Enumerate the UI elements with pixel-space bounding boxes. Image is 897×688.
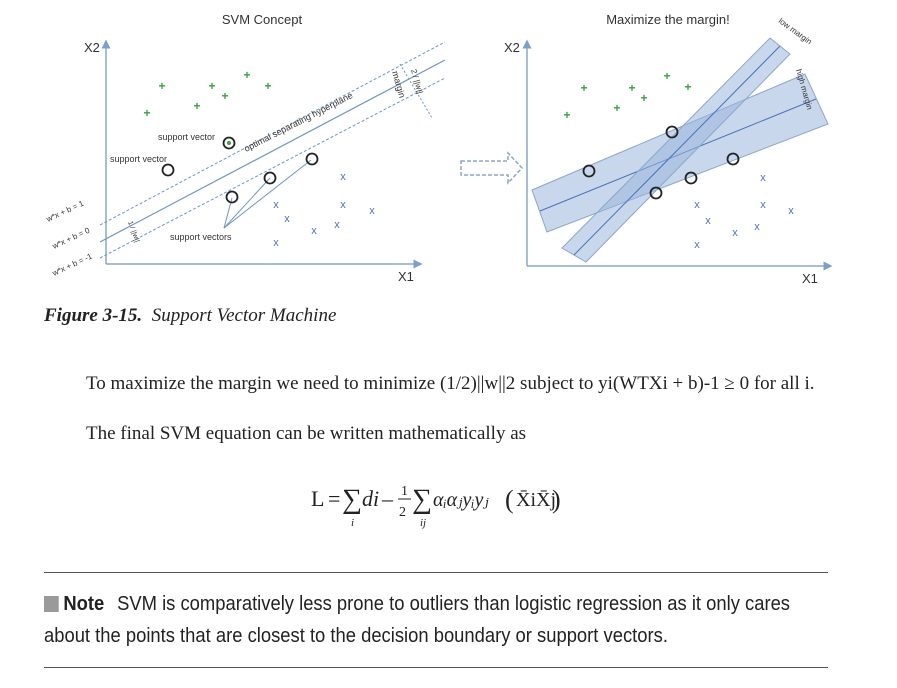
cross-points-right: x x x x x x x x	[694, 172, 794, 251]
left-panel: SVM Concept X2 X1 margin 2 / ||w|| w*x +…	[44, 12, 446, 284]
low-margin-line	[573, 45, 781, 256]
label-line-neg: w*x + b = -1	[50, 251, 94, 278]
support-vector-points	[161, 136, 319, 204]
transition-arrow	[460, 151, 524, 185]
support-vector-label-top: support vector	[158, 132, 215, 142]
label-line-zero: w*x + b = 0	[50, 226, 91, 252]
eq-paren-open: (	[505, 485, 514, 514]
support-vector-points-right	[582, 125, 740, 200]
plus-point: +	[580, 81, 587, 95]
paragraph-equation-intro: The final SVM equation can be written ma…	[86, 423, 527, 444]
plus-point: +	[264, 79, 271, 93]
eq-paren-close: )	[552, 485, 561, 514]
line-hyperplane	[99, 59, 446, 243]
pointer-line	[223, 159, 312, 229]
eq-term1: di	[362, 486, 379, 511]
figure-title: Support Vector Machine	[151, 305, 337, 326]
note-top-rule	[44, 572, 828, 573]
note-box: Note SVM is comparatively less prone to o…	[44, 588, 835, 652]
plus-point: +	[663, 69, 670, 83]
line-lower-margin	[99, 77, 446, 259]
support-vector-point	[161, 163, 175, 177]
right-panel: Maximize the margin! X2 X1 low margin hi…	[504, 12, 833, 286]
svm-figure: SVM Concept X2 X1 margin 2 / ||w|| w*x +…	[44, 12, 833, 286]
plus-point: +	[143, 106, 150, 120]
plus-points: + + + + + + +	[143, 68, 271, 120]
note-label: Note	[63, 593, 105, 615]
note-square-icon	[44, 596, 59, 612]
support-vector-point	[726, 152, 740, 166]
right-x-axis-label: X1	[802, 271, 818, 286]
eq-frac-num: 1	[401, 484, 408, 499]
plus-point: +	[193, 99, 200, 113]
plus-point: +	[243, 68, 250, 82]
margin-label: margin	[390, 70, 407, 99]
plus-point: +	[158, 79, 165, 93]
svm-equation: L = ∑ i di – 1 2 ∑ ij αᵢαⱼyᵢyⱼ ( X̄iX̄j …	[311, 484, 561, 529]
cross-point: x	[284, 213, 290, 225]
line-upper-margin	[99, 41, 446, 226]
eq-frac-den: 2	[399, 505, 406, 520]
plus-point: +	[208, 79, 215, 93]
right-y-axis-label: X2	[504, 40, 520, 55]
eq-sub-i: i	[351, 517, 354, 529]
plus-point: +	[613, 101, 620, 115]
cross-point: x	[311, 225, 317, 237]
cross-point: x	[760, 199, 766, 211]
pointer-line	[223, 177, 271, 229]
eq-minus: –	[381, 486, 394, 511]
cross-point: x	[788, 205, 794, 217]
low-margin-label: low margin	[777, 16, 814, 46]
plus-points-right: + + + + + + +	[563, 69, 691, 122]
support-vectors-label: support vectors	[170, 232, 232, 242]
plus-point: +	[628, 81, 635, 95]
cross-point: x	[754, 221, 760, 233]
left-y-axis-label: X2	[84, 40, 100, 55]
left-x-axis-label: X1	[398, 269, 414, 284]
support-vector-point	[665, 125, 679, 139]
eq-sub-ij: ij	[420, 517, 426, 529]
support-vector-point	[582, 164, 596, 178]
eq-term2: αᵢαⱼyᵢyⱼ	[433, 489, 489, 511]
label-line-pos: w*x + b = 1	[44, 199, 85, 225]
figure-label: Figure 3-15.	[44, 305, 143, 326]
support-vector-point	[305, 152, 319, 166]
left-title: SVM Concept	[222, 12, 303, 27]
note-bottom-rule	[44, 667, 828, 668]
eq-term3: X̄iX̄j	[516, 489, 556, 511]
eq-equals: =	[328, 486, 340, 511]
cross-point: x	[369, 205, 375, 217]
cross-point: x	[760, 172, 766, 184]
cross-point: x	[732, 227, 738, 239]
margin-bracket	[399, 63, 433, 119]
cross-point: x	[705, 215, 711, 227]
cross-point: x	[334, 219, 340, 231]
plus-point: +	[640, 91, 647, 105]
support-vector-point	[649, 186, 663, 200]
cross-point: x	[340, 199, 346, 211]
figure-caption: Figure 3-15. Support Vector Machine	[44, 305, 336, 327]
plus-point: +	[684, 80, 691, 94]
cross-point: x	[340, 171, 346, 183]
note-text: SVM is comparatively less prone to outli…	[44, 593, 791, 647]
support-vector-point	[263, 171, 277, 185]
cross-point: x	[694, 199, 700, 211]
plus-point: +	[221, 89, 228, 103]
eq-sum-2: ∑	[412, 484, 432, 515]
plus-point: +	[563, 108, 570, 122]
cross-point: x	[694, 239, 700, 251]
cross-points: x x x x x x x x	[273, 171, 375, 249]
support-vector-point	[225, 190, 239, 204]
eq-sum-1: ∑	[342, 484, 362, 515]
paragraph-margin: To maximize the margin we need to minimi…	[86, 373, 815, 394]
support-vector-label-left: support vector	[110, 154, 167, 164]
cross-point: x	[273, 237, 279, 249]
small-formula: 1 / ||w||	[126, 220, 140, 243]
support-vector-point	[684, 171, 698, 185]
cross-point: x	[273, 199, 279, 211]
support-vector-point	[222, 136, 236, 150]
hyperplane-label: optimal separating hyperplane	[242, 90, 354, 154]
right-title: Maximize the margin!	[606, 12, 730, 27]
eq-lhs: L	[311, 486, 324, 511]
